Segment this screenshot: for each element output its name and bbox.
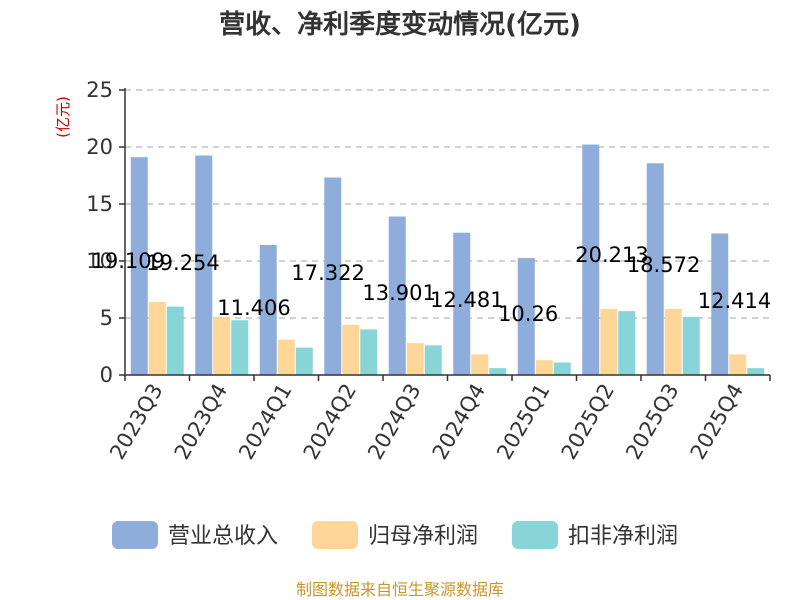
bar <box>646 163 664 375</box>
bar <box>424 345 442 375</box>
bar <box>231 320 249 375</box>
bars <box>130 144 765 375</box>
x-tick-label: 2025Q4 <box>686 380 748 464</box>
bar <box>553 362 571 375</box>
grid <box>125 89 770 319</box>
bar <box>664 308 682 375</box>
bar <box>618 311 636 375</box>
bar <box>517 258 535 375</box>
legend-label: 归母净利润 <box>368 524 478 549</box>
bar <box>535 360 553 375</box>
x-tick-label: 2023Q3 <box>105 380 167 464</box>
y-tick-label: 20 <box>86 135 113 159</box>
y-tick-label: 25 <box>86 78 113 102</box>
y-tick-label: 10 <box>86 249 113 273</box>
chart-title: 营收、净利季度变动情况(亿元) <box>219 9 581 40</box>
legend-swatch <box>112 521 158 549</box>
bar <box>747 368 765 375</box>
bar <box>195 155 213 375</box>
bar <box>342 324 360 375</box>
bar <box>600 308 618 375</box>
legend-swatch <box>512 521 558 549</box>
bar <box>453 232 471 375</box>
bar <box>277 339 295 375</box>
bar <box>489 368 507 375</box>
x-tick-label: 2024Q1 <box>234 380 296 464</box>
data-label: 18.572 <box>627 253 700 277</box>
bar <box>471 354 489 375</box>
bar <box>729 354 747 375</box>
bar <box>213 316 231 375</box>
bar <box>406 343 424 375</box>
legend-label: 扣非净利润 <box>568 524 678 549</box>
bar <box>130 157 148 375</box>
bar <box>259 244 277 375</box>
x-tick-label: 2024Q2 <box>299 380 361 464</box>
x-tick-label: 2024Q4 <box>428 380 490 464</box>
x-tick-label: 2023Q4 <box>170 380 232 464</box>
data-label: 10.26 <box>498 302 558 326</box>
legend: 营业总收入 归母净利润 扣非净利润 <box>112 521 678 549</box>
bar <box>388 216 406 375</box>
x-tick-label: 2025Q3 <box>621 380 683 464</box>
x-tick-label: 2025Q2 <box>557 380 619 464</box>
data-label: 12.481 <box>430 288 503 312</box>
y-tick-label: 15 <box>86 192 113 216</box>
bar <box>682 316 700 375</box>
source-note: 制图数据来自恒生聚源数据库 <box>296 580 504 599</box>
data-label: 19.254 <box>146 251 219 275</box>
bar <box>166 306 184 375</box>
bar <box>324 177 342 375</box>
y-tick-label: 5 <box>100 306 113 330</box>
legend-swatch <box>312 521 358 549</box>
bar <box>295 347 313 375</box>
data-label: 11.406 <box>217 296 290 320</box>
y-axis-unit: (亿元) <box>54 96 72 138</box>
bar <box>360 329 378 375</box>
bar <box>148 302 166 375</box>
y-tick-label: 0 <box>100 363 113 387</box>
data-label: 17.322 <box>291 261 364 285</box>
data-label: 19.109 <box>91 249 164 273</box>
legend-label: 营业总收入 <box>168 524 278 549</box>
data-label: 13.901 <box>362 281 435 305</box>
data-label: 12.414 <box>698 289 771 313</box>
data-label: 20.213 <box>575 243 648 267</box>
x-tick-label: 2024Q3 <box>363 380 425 464</box>
bar <box>582 144 600 375</box>
x-tick-label: 2025Q1 <box>492 380 554 464</box>
bar <box>711 233 729 375</box>
